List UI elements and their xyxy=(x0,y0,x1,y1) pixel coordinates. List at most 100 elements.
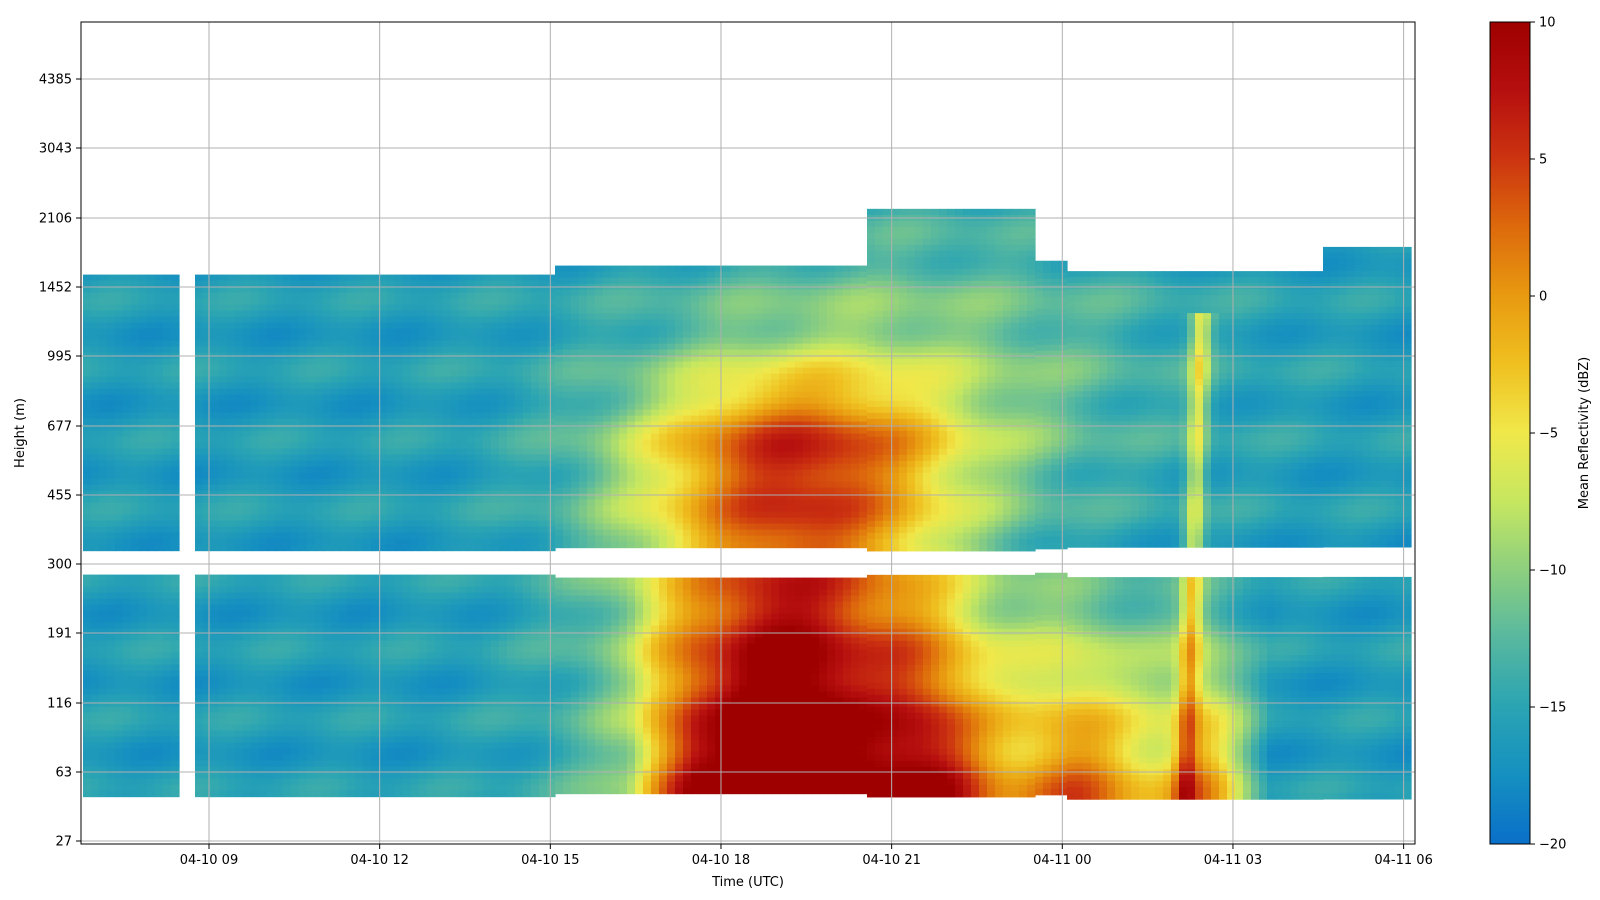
heatmap-cell xyxy=(451,478,460,486)
heatmap-cell xyxy=(507,520,516,528)
heatmap-cell xyxy=(227,538,236,546)
heatmap-cell xyxy=(211,490,220,498)
heatmap-cell xyxy=(387,400,396,408)
heatmap-cell xyxy=(515,682,524,690)
heatmap-cell xyxy=(467,382,476,390)
heatmap-cell xyxy=(323,532,332,540)
heatmap-cell xyxy=(443,328,452,336)
heatmap-cell xyxy=(299,586,308,594)
heatmap-cell xyxy=(219,760,228,768)
heatmap-cell xyxy=(555,403,564,411)
heatmap-cell xyxy=(211,436,220,444)
heatmap-cell xyxy=(363,358,372,366)
heatmap-cell xyxy=(379,628,388,636)
heatmap-cell xyxy=(323,784,332,792)
heatmap-cell xyxy=(483,670,492,678)
heatmap-cell xyxy=(339,502,348,510)
heatmap-cell xyxy=(219,574,228,582)
heatmap-cell xyxy=(83,454,92,462)
heatmap-cell xyxy=(427,508,436,516)
heatmap-cell xyxy=(379,418,388,426)
heatmap-cell xyxy=(467,538,476,546)
heatmap-cell xyxy=(91,622,100,630)
heatmap-cell xyxy=(539,514,548,522)
heatmap-cell xyxy=(499,634,508,642)
heatmap-cell xyxy=(251,418,260,426)
heatmap-cell xyxy=(411,286,420,294)
heatmap-cell xyxy=(99,646,108,654)
heatmap-cell xyxy=(371,598,380,606)
heatmap-cell xyxy=(291,292,300,300)
heatmap-cell xyxy=(299,472,308,480)
heatmap-cell xyxy=(211,772,220,780)
heatmap-cell xyxy=(299,286,308,294)
heatmap-cell xyxy=(395,418,404,426)
heatmap-cell xyxy=(139,454,148,462)
heatmap-cell xyxy=(275,496,284,504)
heatmap-cell xyxy=(419,694,428,702)
heatmap-cell xyxy=(355,310,364,318)
heatmap-cell xyxy=(83,706,92,714)
heatmap-cell xyxy=(435,382,444,390)
heatmap-cell xyxy=(163,460,172,468)
heatmap-cell xyxy=(275,472,284,480)
heatmap-cell xyxy=(227,478,236,486)
heatmap-cell xyxy=(411,634,420,642)
heatmap-cell xyxy=(371,718,380,726)
heatmap-cell xyxy=(243,316,252,324)
heatmap-cell xyxy=(555,577,564,585)
heatmap-cell xyxy=(211,670,220,678)
heatmap-cell xyxy=(459,388,468,396)
heatmap-cell xyxy=(395,280,404,288)
heatmap-cell xyxy=(83,358,92,366)
heatmap-cell xyxy=(547,304,556,312)
heatmap-cell xyxy=(475,358,484,366)
heatmap-cell xyxy=(523,718,532,726)
heatmap-cell xyxy=(523,616,532,624)
heatmap-cell xyxy=(371,484,380,492)
heatmap-cell xyxy=(491,478,500,486)
heatmap-cell xyxy=(435,742,444,750)
heatmap-cell xyxy=(371,286,380,294)
heatmap-cell xyxy=(403,382,412,390)
heatmap-cell xyxy=(123,574,132,582)
heatmap-cell xyxy=(83,418,92,426)
heatmap-cell xyxy=(123,730,132,738)
heatmap-cell xyxy=(251,742,260,750)
heatmap-cell xyxy=(83,712,92,720)
heatmap-cell xyxy=(371,586,380,594)
heatmap-cell xyxy=(131,634,140,642)
heatmap-cell xyxy=(115,514,124,522)
heatmap-cell xyxy=(531,322,540,330)
heatmap-cell xyxy=(395,748,404,756)
heatmap-cell xyxy=(499,676,508,684)
heatmap-cell xyxy=(91,436,100,444)
heatmap-cell xyxy=(115,790,124,798)
heatmap-cell xyxy=(99,388,108,396)
heatmap-cell xyxy=(219,466,228,474)
heatmap-cell xyxy=(563,451,572,459)
heatmap-cell xyxy=(235,490,244,498)
heatmap-cell xyxy=(491,628,500,636)
heatmap-cell xyxy=(131,706,140,714)
heatmap-cell xyxy=(363,490,372,498)
heatmap-cell xyxy=(283,322,292,330)
heatmap-cell xyxy=(379,448,388,456)
heatmap-cell xyxy=(379,604,388,612)
heatmap-cell xyxy=(547,694,556,702)
heatmap-cell xyxy=(195,580,204,588)
heatmap-cell xyxy=(323,748,332,756)
heatmap-cell xyxy=(243,370,252,378)
heatmap-cell xyxy=(499,748,508,756)
heatmap-cell xyxy=(259,766,268,774)
heatmap-cell xyxy=(563,379,572,387)
heatmap-cell xyxy=(155,574,164,582)
heatmap-cell xyxy=(507,292,516,300)
heatmap-cell xyxy=(203,484,212,492)
heatmap-cell xyxy=(299,544,308,552)
heatmap-cell xyxy=(395,346,404,354)
heatmap-cell xyxy=(291,538,300,546)
heatmap-cell xyxy=(547,670,556,678)
heatmap-cell xyxy=(267,658,276,666)
heatmap-cell xyxy=(219,670,228,678)
